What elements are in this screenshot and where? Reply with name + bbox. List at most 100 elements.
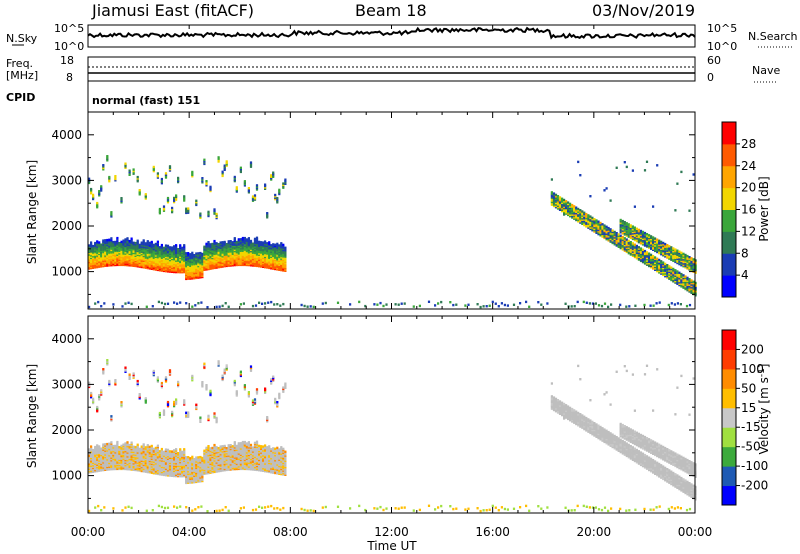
power-cell [643,254,647,257]
velocity-cell [120,405,123,408]
power-cell [558,205,562,209]
velocity-cell [197,467,200,471]
velocity-cell [156,463,159,467]
velocity-cell [98,465,101,469]
power-cell [148,259,151,262]
power-cell [270,244,273,247]
power-cell [684,264,687,268]
power-cell [142,239,145,242]
velocity-cell [173,403,176,406]
power-cell [280,266,283,269]
power-cell [118,252,121,255]
power-cell [282,251,285,254]
power-cell [183,197,186,201]
power-cell [225,258,228,261]
velocity-cell [100,464,103,467]
velocity-cell [205,458,208,461]
power-cell [223,247,226,250]
power-cell [215,212,218,216]
power-cell [114,257,117,260]
power-cell [251,261,255,265]
power-cell [88,254,91,257]
power-cell [282,261,285,264]
power-cell [690,290,693,293]
power-cell [241,238,244,241]
power-cell [150,257,153,260]
velocity-cell [102,449,105,453]
velocity-cell [164,453,168,456]
power-cell [175,265,178,269]
power-cell [185,267,188,270]
velocity-cell [120,462,123,465]
power-cell [215,257,218,260]
power-cell [168,169,172,172]
power-cell [282,250,285,253]
power-cell [108,261,111,264]
power-cell [262,258,265,261]
velocity-cell [207,455,210,458]
power-cell [684,259,687,262]
power-cell [156,268,159,272]
power-cell [563,209,566,213]
power-cell [676,252,679,255]
power-cell [627,250,630,253]
power-cell [682,275,685,278]
power-cell [94,258,97,261]
velocity-cell [166,405,170,408]
power-cell [662,254,665,257]
power-cell [160,265,163,268]
power-cell [150,248,153,251]
power-cell [160,243,163,247]
power-cell [276,201,279,204]
velocity-cell [106,442,109,446]
power-cell [680,264,683,267]
power-cell [92,266,95,269]
power-cell [177,179,180,182]
velocity-cell [122,456,125,459]
power-cell [108,254,111,257]
power-cell [656,265,659,269]
power-cell [650,259,653,262]
power-cell [692,259,695,262]
power-cell [579,217,582,220]
power-cell [272,259,275,263]
velocity-cell [160,381,163,385]
power-cell [126,258,129,262]
power-cell [128,253,131,257]
velocity-cell [108,463,111,466]
power-cell [627,223,630,226]
power-cell [146,245,149,248]
power-cell [247,238,250,241]
velocity-cell [195,476,198,480]
power-cell [249,261,253,264]
power-cell [270,262,273,265]
power-cell [625,230,628,233]
power-cell [690,284,693,288]
velocity-cell [92,399,95,402]
power-cell [92,261,95,264]
power-cell [138,252,141,256]
power-cell [617,236,620,239]
velocity-cell [130,456,133,460]
velocity-cell [191,468,194,471]
power-cell [678,273,681,276]
power-panel-frame [87,111,696,310]
velocity-cell [199,463,202,466]
power-cell [134,243,137,246]
velocity-cell [160,472,163,475]
velocity-cell [173,455,176,458]
power-cell [251,252,255,256]
velocity-cell [179,448,182,451]
power-cell [605,187,608,190]
power-cell [494,302,497,305]
velocity-cell [100,452,103,455]
velocity-cell [148,449,151,452]
power-cell [134,259,137,263]
velocity-cell [185,479,188,482]
power-cell [160,180,163,183]
noise-tick-hi-left: 10^5 [54,22,84,35]
power-cell [658,239,661,242]
velocity-cell [88,458,91,461]
power-cell [173,198,176,201]
power-cell [124,254,127,258]
